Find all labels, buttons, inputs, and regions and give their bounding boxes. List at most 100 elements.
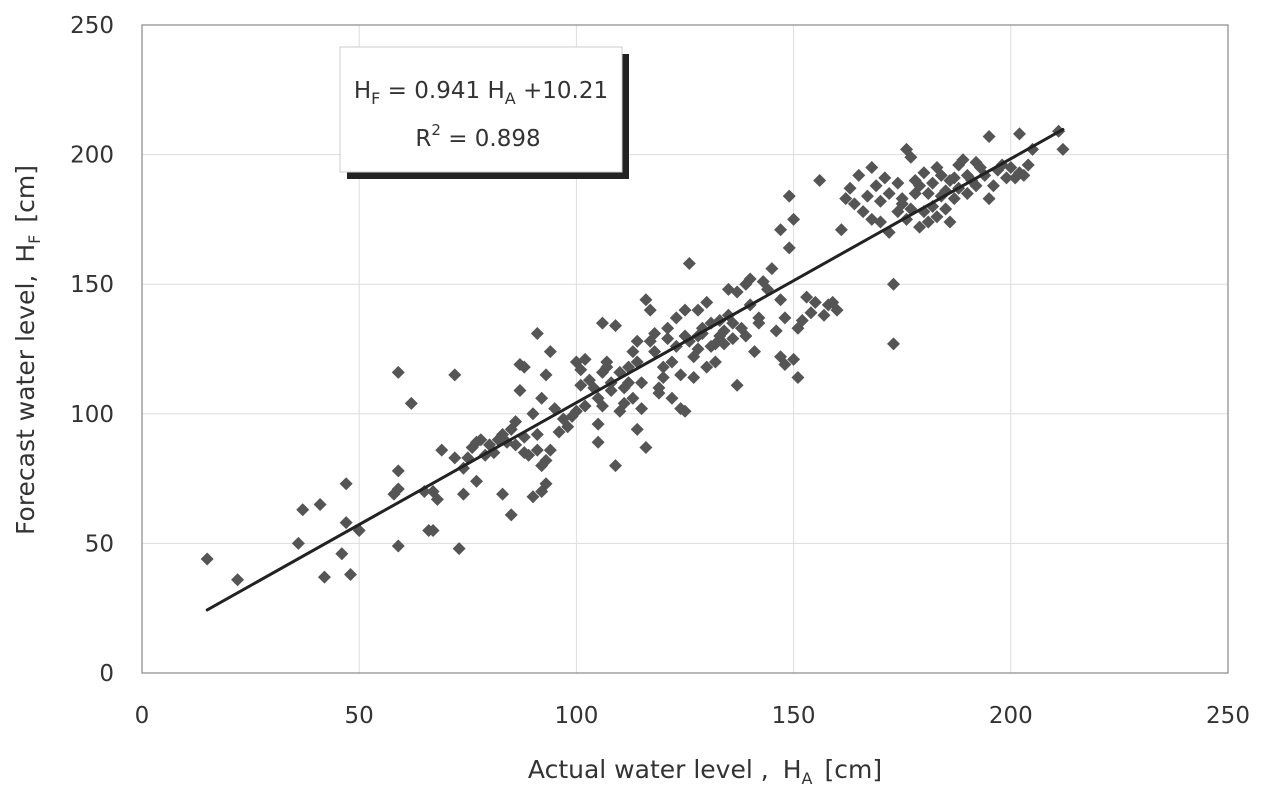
data-point xyxy=(608,319,622,333)
x-tick-label: 0 xyxy=(135,703,150,729)
x-tick-label: 100 xyxy=(554,703,598,729)
data-point xyxy=(231,573,245,587)
data-point xyxy=(626,345,640,359)
data-point xyxy=(391,482,405,496)
data-point xyxy=(522,448,536,462)
data-point xyxy=(774,223,788,237)
data-point xyxy=(1004,161,1018,175)
data-point xyxy=(291,536,305,550)
y-tick-label: 0 xyxy=(99,661,114,687)
grid-layer xyxy=(141,24,1229,674)
data-point xyxy=(913,179,927,193)
data-point xyxy=(200,552,214,566)
data-point xyxy=(947,192,961,206)
data-point xyxy=(608,459,622,473)
data-point xyxy=(539,453,553,467)
data-point xyxy=(652,381,666,395)
data-point xyxy=(539,368,553,382)
data-point xyxy=(448,368,462,382)
data-point xyxy=(517,360,531,374)
data-point xyxy=(639,440,653,454)
data-point xyxy=(674,368,688,382)
x-tick-label: 250 xyxy=(1206,703,1250,729)
data-point xyxy=(1012,166,1026,180)
data-point xyxy=(887,277,901,291)
data-point xyxy=(969,179,983,193)
data-point xyxy=(860,189,874,203)
x-tick-label: 200 xyxy=(989,703,1033,729)
data-point xyxy=(834,223,848,237)
data-point xyxy=(791,371,805,385)
data-point xyxy=(691,342,705,356)
data-point xyxy=(852,168,866,182)
data-point xyxy=(339,516,353,530)
data-point xyxy=(717,324,731,338)
data-point xyxy=(921,215,935,229)
data-point xyxy=(830,303,844,317)
data-point xyxy=(891,176,905,190)
data-point xyxy=(643,303,657,317)
data-point xyxy=(847,197,861,211)
equation-box: HF = 0.941 HA +10.21 R2 = 0.898 xyxy=(339,46,629,179)
data-point xyxy=(873,215,887,229)
data-point xyxy=(691,303,705,317)
data-point xyxy=(765,262,779,276)
data-point xyxy=(595,399,609,413)
data-point xyxy=(574,363,588,377)
data-point xyxy=(526,490,540,504)
data-point xyxy=(839,192,853,206)
data-point xyxy=(782,189,796,203)
data-point xyxy=(526,407,540,421)
data-point xyxy=(617,396,631,410)
data-point xyxy=(748,345,762,359)
data-point xyxy=(626,391,640,405)
data-point xyxy=(469,474,483,488)
y-tick-label: 100 xyxy=(70,402,114,428)
data-point xyxy=(787,352,801,366)
data-point xyxy=(808,295,822,309)
data-point xyxy=(591,417,605,431)
data-point xyxy=(782,241,796,255)
data-point xyxy=(774,293,788,307)
data-point xyxy=(648,326,662,340)
data-point xyxy=(639,293,653,307)
data-point xyxy=(878,171,892,185)
data-point xyxy=(665,355,679,369)
data-point xyxy=(391,539,405,553)
data-points xyxy=(200,124,1070,587)
data-point xyxy=(543,443,557,457)
data-point xyxy=(986,179,1000,193)
data-point xyxy=(1012,127,1026,141)
data-point xyxy=(600,355,614,369)
data-point xyxy=(452,542,466,556)
regression-equation: HF = 0.941 HA +10.21 xyxy=(354,78,608,108)
data-point xyxy=(578,352,592,366)
data-point xyxy=(539,477,553,491)
data-point xyxy=(656,360,670,374)
y-axis-title: Forecast water level,HF[cm] xyxy=(11,165,44,535)
data-point xyxy=(887,337,901,351)
data-point xyxy=(873,194,887,208)
data-point xyxy=(456,487,470,501)
data-point xyxy=(682,256,696,270)
data-point xyxy=(430,492,444,506)
data-point xyxy=(426,523,440,537)
data-point xyxy=(982,129,996,143)
data-point xyxy=(530,326,544,340)
data-point xyxy=(552,425,566,439)
data-point xyxy=(669,311,683,325)
data-point xyxy=(622,376,636,390)
data-point xyxy=(630,422,644,436)
data-point xyxy=(391,365,405,379)
data-point xyxy=(730,378,744,392)
data-point xyxy=(435,443,449,457)
data-point xyxy=(535,391,549,405)
data-point xyxy=(869,179,883,193)
data-point xyxy=(726,316,740,330)
data-point xyxy=(574,378,588,392)
data-point xyxy=(578,399,592,413)
data-point xyxy=(543,345,557,359)
data-point xyxy=(917,166,931,180)
data-point xyxy=(934,168,948,182)
